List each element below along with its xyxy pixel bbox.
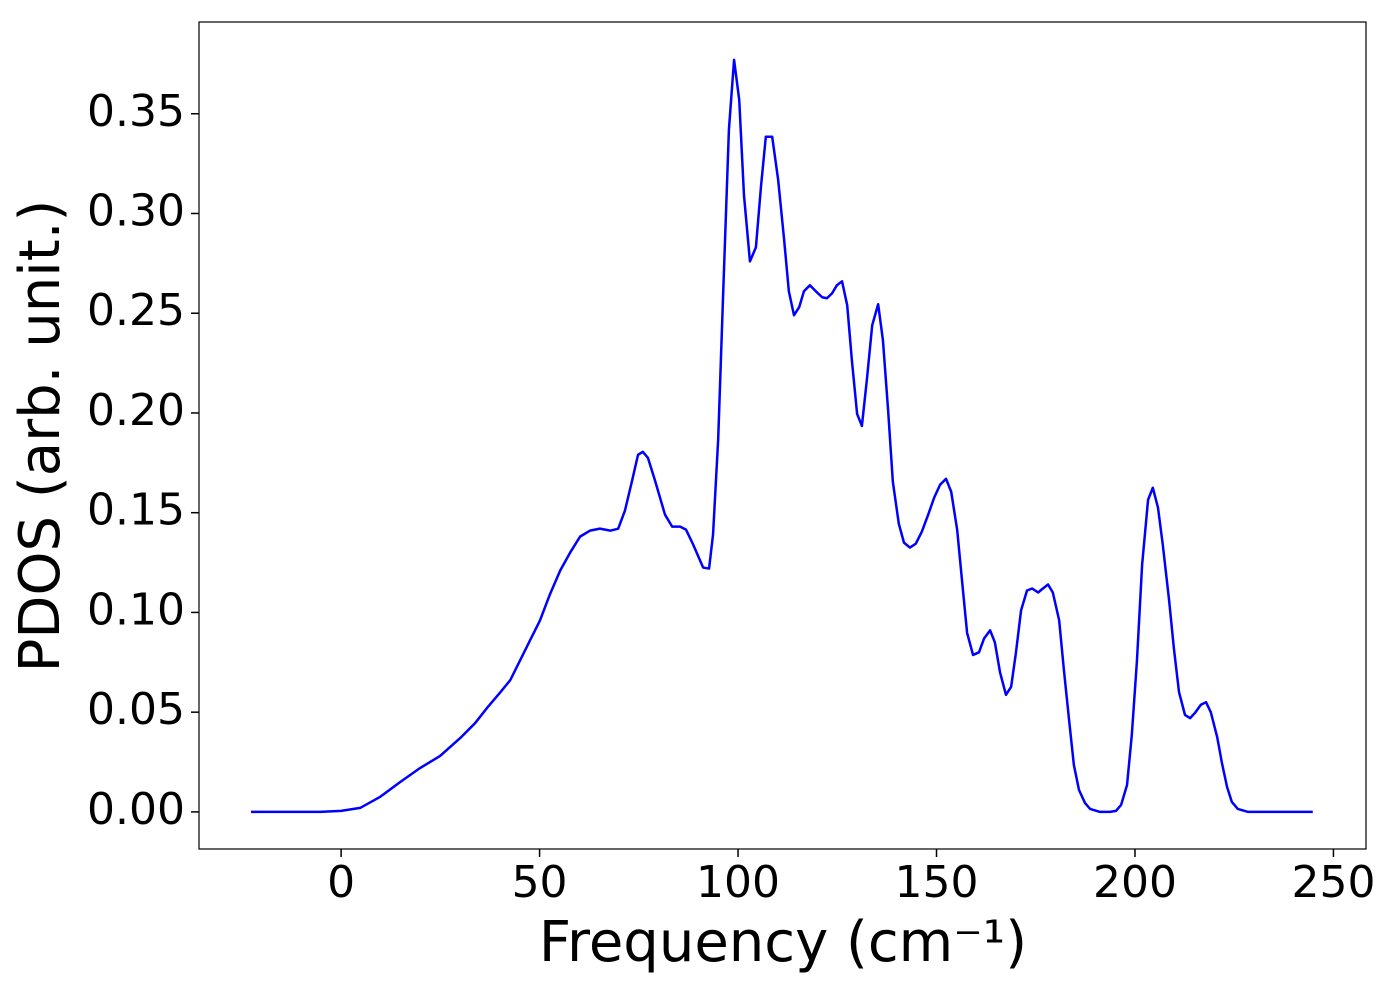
y-tick-label: 0.05	[87, 684, 185, 735]
x-tick-label: 150	[895, 857, 979, 908]
y-tick-label: 0.10	[87, 584, 185, 635]
y-tick-label: 0.25	[87, 285, 185, 336]
y-tick-label: 0.35	[87, 86, 185, 137]
y-axis-label: PDOS (arb. unit.)	[8, 200, 73, 673]
y-tick-label: 0.30	[87, 185, 185, 236]
x-tick-label: 50	[512, 857, 568, 908]
y-tick-label: 0.20	[87, 385, 185, 436]
x-tick-label: 100	[696, 857, 780, 908]
plot-frame	[198, 21, 1367, 850]
y-tick-label: 0.00	[87, 784, 185, 835]
x-tick-label: 200	[1093, 857, 1177, 908]
x-axis-label: Frequency (cm⁻¹)	[539, 910, 1027, 975]
pdos-line	[251, 58, 1313, 814]
y-tick-label: 0.15	[87, 485, 185, 536]
x-tick-label: 0	[327, 857, 355, 908]
x-tick-label: 250	[1291, 857, 1375, 908]
